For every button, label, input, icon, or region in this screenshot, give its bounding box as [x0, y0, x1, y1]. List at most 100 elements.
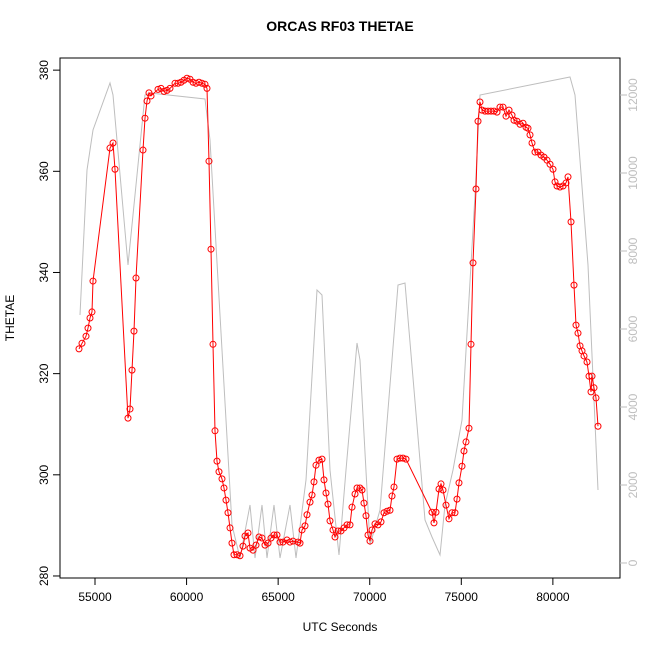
- data-point: [549, 165, 557, 173]
- data-point: [334, 527, 342, 535]
- data-point: [233, 551, 241, 559]
- data-point: [388, 492, 396, 500]
- data-point: [505, 106, 513, 114]
- y2-tick-label: 8000: [626, 237, 640, 264]
- data-point: [198, 79, 206, 87]
- data-point: [86, 314, 94, 322]
- data-point: [572, 321, 580, 329]
- data-point: [106, 144, 114, 152]
- data-point: [213, 457, 221, 465]
- data-point: [82, 332, 90, 340]
- data-point: [310, 478, 318, 486]
- data-point: [356, 484, 364, 492]
- data-point: [312, 461, 320, 469]
- data-point: [432, 508, 440, 516]
- data-point: [139, 146, 147, 154]
- data-point: [308, 491, 316, 499]
- data-point: [306, 498, 314, 506]
- data-point: [301, 522, 309, 530]
- data-point: [585, 372, 593, 380]
- data-point: [360, 499, 368, 507]
- data-point: [386, 506, 394, 514]
- data-point: [324, 500, 332, 508]
- data-point: [201, 80, 209, 88]
- data-point: [580, 352, 588, 360]
- data-point: [383, 507, 391, 515]
- data-point: [430, 519, 438, 527]
- data-point: [78, 339, 86, 347]
- x-tick-label: 60000: [170, 590, 204, 604]
- data-point: [467, 340, 475, 348]
- y-tick-label: 300: [37, 464, 51, 484]
- data-point: [130, 327, 138, 335]
- data-point: [583, 358, 591, 366]
- data-point: [510, 116, 518, 124]
- y-tick-label: 340: [37, 262, 51, 282]
- data-point: [331, 533, 339, 541]
- data-point: [562, 179, 570, 187]
- data-point: [296, 539, 304, 547]
- data-point: [460, 447, 468, 455]
- data-point: [570, 281, 578, 289]
- data-point: [496, 103, 504, 111]
- data-point: [428, 508, 436, 516]
- data-point: [524, 124, 532, 132]
- data-point: [516, 120, 524, 128]
- data-point: [84, 324, 92, 332]
- data-point: [239, 542, 247, 550]
- data-point: [75, 345, 83, 353]
- data-point: [203, 84, 211, 92]
- data-point: [442, 501, 450, 509]
- data-point: [166, 84, 174, 92]
- y2-tick-label: 6000: [626, 315, 640, 342]
- y2-tick-label: 2000: [626, 471, 640, 498]
- plot-frame: [59, 57, 621, 579]
- data-point: [218, 475, 226, 483]
- data-point: [551, 178, 559, 186]
- y-tick-label: 380: [37, 60, 51, 80]
- x-tick-label: 65000: [261, 590, 295, 604]
- data-point: [346, 521, 354, 529]
- data-point: [249, 546, 257, 554]
- data-point: [160, 87, 168, 95]
- data-point: [592, 394, 600, 402]
- data-point: [451, 509, 459, 517]
- data-point: [88, 308, 96, 316]
- data-point: [453, 495, 461, 503]
- y-tick-label: 280: [37, 566, 51, 586]
- data-point: [531, 148, 539, 156]
- data-point: [556, 183, 564, 191]
- data-point: [289, 537, 297, 545]
- chart-title: ORCAS RF03 THETAE: [266, 18, 414, 34]
- y2-tick-label: 0: [626, 559, 640, 566]
- y-axis-label: THETAE: [3, 295, 17, 341]
- data-point: [445, 515, 453, 523]
- data-point: [252, 541, 260, 549]
- x-tick-label: 70000: [353, 590, 387, 604]
- data-point: [362, 512, 370, 520]
- data-point: [455, 479, 463, 487]
- data-point: [270, 531, 278, 539]
- data-point: [132, 274, 140, 282]
- data-point: [567, 218, 575, 226]
- y2-tick-label: 10000: [626, 156, 640, 190]
- x-axis-label: UTC Seconds: [303, 620, 378, 634]
- x-tick-label: 80000: [536, 590, 570, 604]
- y2-tick-label: 4000: [626, 393, 640, 420]
- data-point: [220, 484, 228, 492]
- data-point: [368, 526, 376, 534]
- data-point: [326, 517, 334, 525]
- y-tick-label: 360: [37, 161, 51, 181]
- data-point: [343, 521, 351, 529]
- data-point: [348, 503, 356, 511]
- data-point: [215, 468, 223, 476]
- data-point: [322, 489, 330, 497]
- data-point: [89, 277, 97, 285]
- data-point: [244, 529, 252, 537]
- data-point: [279, 538, 287, 546]
- data-point: [236, 552, 244, 560]
- data-point: [226, 524, 234, 532]
- data-point: [195, 78, 203, 86]
- data-point: [143, 97, 151, 105]
- y2-tick-label: 12000: [626, 78, 640, 112]
